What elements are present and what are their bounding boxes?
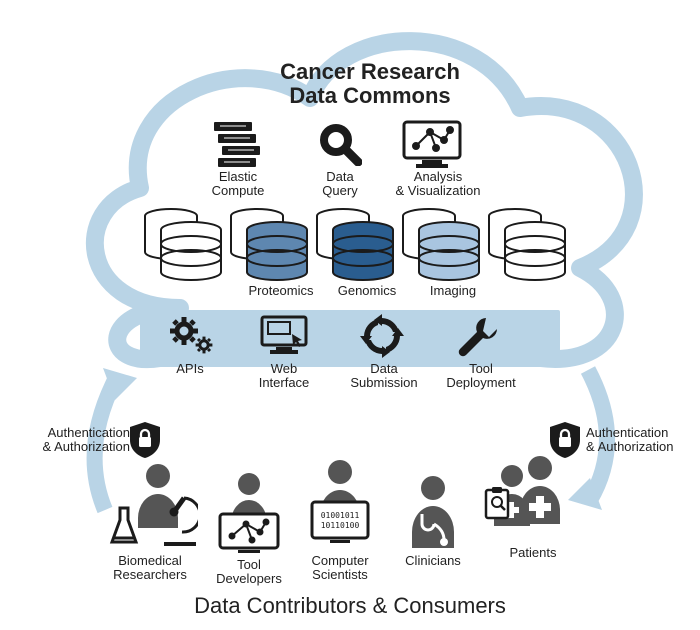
elastic-compute-icon [210, 120, 266, 168]
computer-scientists-label: Computer Scientists [298, 554, 382, 583]
apis-label: APIs [160, 362, 220, 376]
biomedical-researchers-icon [108, 460, 198, 552]
shield-left-icon [128, 420, 162, 460]
database-row-icon [133, 208, 567, 294]
patients-icon [478, 454, 570, 546]
svg-text:01001011: 01001011 [321, 511, 360, 520]
web-interface-icon [258, 314, 310, 358]
web-interface-label: Web Interface [248, 362, 320, 391]
clinicians-label: Clinicians [396, 554, 470, 568]
patients-label: Patients [498, 546, 568, 560]
tool-deployment-icon [456, 314, 500, 358]
proteomics-label: Proteomics [241, 284, 321, 298]
analysis-viz-label: Analysis & Visualization [388, 170, 488, 199]
data-submission-label: Data Submission [342, 362, 426, 391]
data-query-label: Data Query [303, 170, 377, 199]
cloud-title: Cancer Research Data Commons [240, 60, 500, 108]
diagram-canvas: { "diagram": { "type": "infographic", "w… [0, 0, 700, 630]
genomics-label: Genomics [327, 284, 407, 298]
footer-title: Data Contributors & Consumers [150, 594, 550, 618]
data-submission-icon [360, 314, 404, 358]
computer-scientists-icon: 01001011 10110100 [300, 458, 380, 552]
tool-deployment-label: Tool Deployment [436, 362, 526, 391]
tool-developers-icon [210, 470, 288, 554]
biomedical-researchers-label: Biomedical Researchers [102, 554, 198, 583]
tool-developers-label: Tool Developers [208, 558, 290, 587]
data-query-icon [318, 122, 362, 166]
elastic-compute-label: Elastic Compute [198, 170, 278, 199]
apis-icon [168, 313, 218, 357]
clinicians-icon [400, 474, 466, 552]
analysis-viz-icon [400, 118, 464, 170]
imaging-label: Imaging [413, 284, 493, 298]
auth-right-label: Authentication & Authorization [586, 426, 686, 455]
auth-left-label: Authentication & Authorization [30, 426, 130, 455]
svg-text:10110100: 10110100 [321, 521, 360, 530]
